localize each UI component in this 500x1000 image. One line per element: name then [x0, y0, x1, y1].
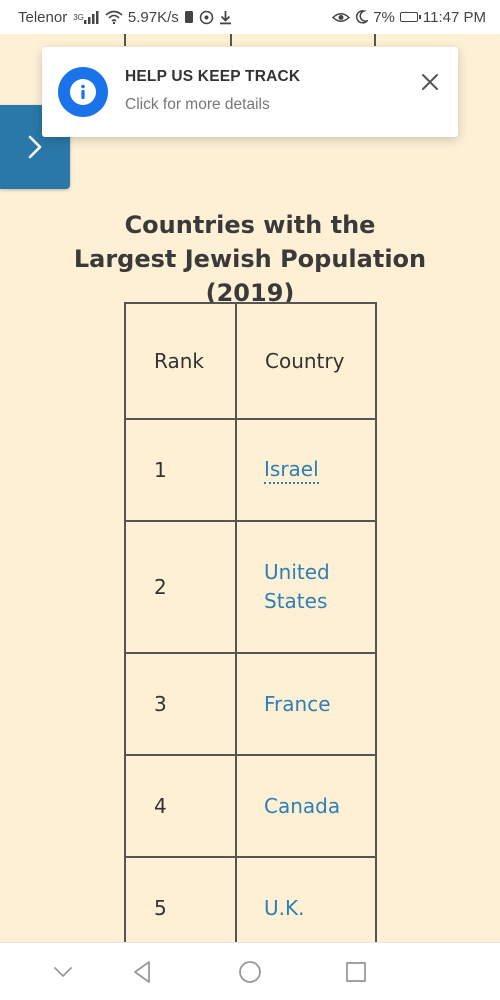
header-country: Country — [235, 302, 377, 420]
notification-toast[interactable]: HELP US KEEP TRACK Click for more detail… — [42, 47, 458, 137]
home-icon[interactable] — [237, 959, 263, 985]
chevron-right-icon — [28, 135, 42, 159]
rank-cell: 3 — [124, 652, 237, 756]
table-row: 2 United States — [124, 520, 377, 654]
table-row: 3 France — [124, 652, 377, 756]
country-link-united-states[interactable]: United States — [264, 560, 330, 613]
rank-cell: 1 — [124, 418, 237, 522]
country-link-france[interactable]: France — [264, 691, 331, 716]
country-link-canada[interactable]: Canada — [264, 793, 341, 818]
table-fragment-border — [124, 34, 126, 46]
country-link-israel[interactable]: Israel — [264, 456, 319, 484]
signal-icon: 3G — [72, 10, 100, 24]
table-row: 5 U.K. — [124, 856, 377, 942]
wifi-icon — [105, 10, 123, 24]
recents-icon[interactable] — [343, 959, 369, 985]
status-right: 7% 11:47 PM — [332, 9, 486, 26]
close-icon[interactable] — [420, 72, 440, 92]
download-icon — [219, 10, 232, 25]
rank-cell: 4 — [124, 754, 237, 858]
page-title: Countries with the Largest Jewish Popula… — [0, 208, 500, 310]
eye-icon — [332, 11, 351, 24]
page-title-text: Countries with the Largest Jewish Popula… — [73, 211, 427, 307]
network-speed: 5.97K/s — [127, 8, 179, 26]
back-icon[interactable] — [130, 959, 156, 985]
table-row: 4 Canada — [124, 754, 377, 858]
country-link-uk[interactable]: U.K. — [264, 895, 305, 920]
status-left: Telenor 3G 5.97K/s — [18, 9, 232, 26]
info-icon — [58, 67, 108, 117]
ranking-table: Rank Country 1 Israel 2 United States 3 … — [124, 302, 377, 942]
rank-cell: 2 — [124, 520, 237, 654]
whatsapp-icon — [199, 10, 214, 25]
toast-title: HELP US KEEP TRACK — [125, 68, 301, 85]
carrier-name: Telenor — [18, 8, 68, 26]
table-fragment-border — [230, 34, 232, 46]
country-cell: Israel — [235, 418, 377, 522]
page-content: HELP US KEEP TRACK Click for more detail… — [0, 34, 500, 942]
table-row: 1 Israel — [124, 418, 377, 522]
header-rank: Rank — [124, 302, 237, 420]
toast-subtitle: Click for more details — [125, 96, 270, 113]
table-fragment-border — [374, 34, 376, 46]
system-nav-bar — [0, 942, 500, 1000]
battery-percent: 7% — [373, 8, 395, 26]
country-cell: U.K. — [235, 856, 377, 942]
network-type: 3G — [73, 12, 84, 22]
country-cell: Canada — [235, 754, 377, 858]
chevron-down-icon[interactable] — [50, 959, 76, 985]
battery-icon — [399, 12, 421, 22]
table-header-row: Rank Country — [124, 302, 377, 420]
notification-icon — [184, 10, 194, 24]
clock-time: 11:47 PM — [422, 8, 486, 26]
rank-cell: 5 — [124, 856, 237, 942]
status-bar: Telenor 3G 5.97K/s — [0, 0, 500, 34]
country-cell: United States — [235, 520, 377, 654]
moon-icon — [355, 10, 369, 24]
country-cell: France — [235, 652, 377, 756]
